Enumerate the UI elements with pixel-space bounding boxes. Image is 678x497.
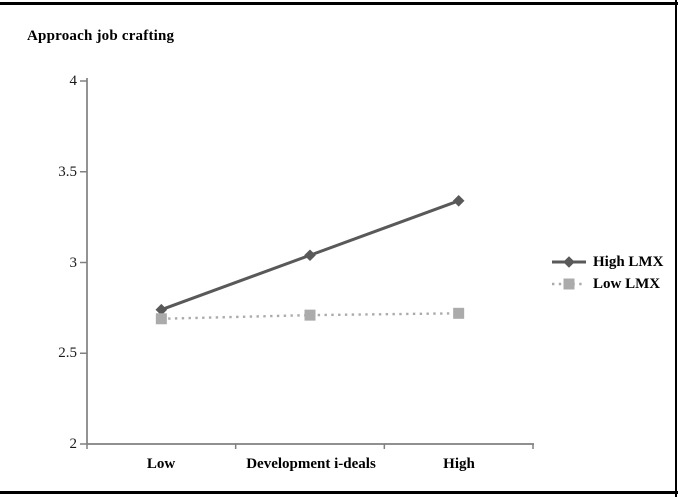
square-marker	[453, 307, 465, 319]
diamond-marker	[155, 303, 168, 316]
y-tick-label: 4	[69, 73, 78, 89]
axes	[80, 78, 534, 449]
series-low-lmx	[155, 307, 465, 325]
high-lmx-line-sample-icon	[552, 256, 586, 268]
legend-diamond-marker	[563, 256, 575, 268]
legend-label-low-lmx: Low LMX	[593, 275, 661, 292]
right-rule	[675, 0, 677, 497]
x-tick-label-high: High	[443, 456, 475, 472]
x-tick-label-low: Low	[146, 456, 176, 472]
bottom-rule	[0, 491, 678, 494]
y-tick-label: 3.5	[58, 163, 77, 180]
series-high-lmx	[155, 194, 465, 316]
legend-square-marker	[563, 278, 575, 290]
diamond-marker	[304, 249, 316, 262]
legend-item-low-lmx: Low LMX	[551, 276, 660, 292]
diamond-marker	[452, 194, 465, 207]
chart-title: Approach job crafting	[27, 28, 175, 44]
y-tick-label: 2.5	[58, 345, 77, 362]
y-tick-label: 2	[69, 436, 78, 452]
x-axis-title: Development i-deals	[246, 456, 376, 472]
legend-item-high-lmx: High LMX	[551, 254, 663, 270]
series-line	[161, 312, 459, 320]
legend-label-high-lmx: High LMX	[593, 253, 664, 270]
square-marker	[155, 313, 167, 325]
square-marker	[304, 309, 316, 321]
y-tick-label: 3	[69, 254, 78, 271]
top-rule	[0, 2, 678, 5]
low-lmx-line-sample-icon	[552, 278, 586, 290]
